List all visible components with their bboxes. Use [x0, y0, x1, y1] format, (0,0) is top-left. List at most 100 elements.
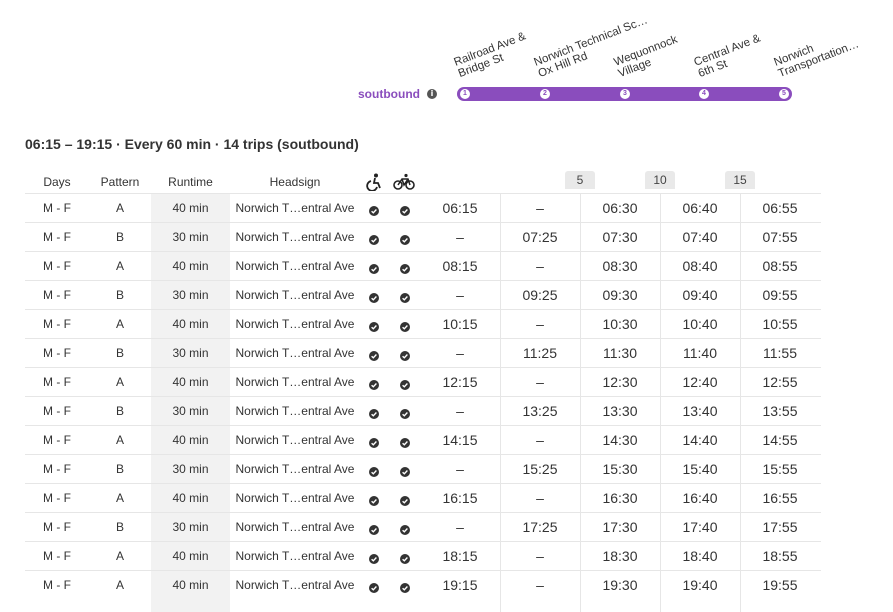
- time-cell: 06:55: [762, 200, 798, 216]
- pattern-cell: B: [115, 404, 124, 418]
- days-cell: M - F: [43, 520, 71, 534]
- schedule-summary: 06:15 – 19:15 · Every 60 min · 14 trips …: [25, 136, 359, 152]
- days-cell: M - F: [43, 259, 71, 273]
- bike-allowed-check-icon: [400, 522, 410, 535]
- time-cell: 13:40: [682, 403, 718, 419]
- days-cell: M - F: [43, 317, 71, 331]
- stop-label-5[interactable]: Norwich Transportation…: [772, 38, 861, 80]
- time-cell: –: [536, 374, 544, 390]
- wheelchair-accessible-check-icon: [369, 261, 379, 274]
- time-cell: 11:30: [603, 345, 637, 361]
- direction-label[interactable]: soutbound: [358, 87, 420, 101]
- headsign-cell: Norwich T…entral Ave: [235, 433, 355, 447]
- time-cell: 18:55: [762, 548, 798, 564]
- trip-row[interactable]: M - F A 40 min Norwich T…entral Ave 19:15 – 19…: [25, 570, 821, 599]
- stop-label-4[interactable]: Central Ave & 6th St: [692, 32, 763, 80]
- time-cell: 07:55: [762, 229, 798, 245]
- time-cell: 16:15: [442, 490, 478, 506]
- time-cell: 17:25: [522, 519, 558, 535]
- stop-dot-2[interactable]: 2: [540, 89, 550, 99]
- trip-row[interactable]: M - F A 40 min Norwich T…entral Ave 06:15 – 06…: [25, 193, 821, 222]
- headsign-cell: Norwich T…entral Ave: [235, 549, 355, 563]
- runtime-cell: 40 min: [172, 259, 209, 273]
- time-cell: –: [456, 229, 464, 245]
- time-cell: 16:40: [682, 490, 718, 506]
- time-cell: 06:15: [442, 200, 478, 216]
- time-cell: 19:15: [442, 577, 478, 593]
- trip-row[interactable]: M - F B 30 min Norwich T…entral Ave – 11:25 11…: [25, 338, 821, 367]
- time-cell: 12:15: [442, 374, 478, 390]
- stop-dot-1[interactable]: 1: [460, 89, 470, 99]
- wheelchair-accessible-check-icon: [369, 232, 379, 245]
- runtime-cell: 40 min: [172, 578, 209, 592]
- headsign-cell: Norwich T…entral Ave: [235, 230, 355, 244]
- stop-tick-10: 10: [645, 171, 675, 189]
- time-cell: 11:40: [683, 345, 717, 361]
- pattern-cell: B: [115, 462, 124, 476]
- info-icon[interactable]: i: [427, 89, 437, 99]
- trip-row[interactable]: M - F B 30 min Norwich T…entral Ave – 07:25 07…: [25, 222, 821, 251]
- days-cell: M - F: [43, 578, 71, 592]
- time-cell: 12:30: [602, 374, 638, 390]
- time-cell: 19:30: [602, 577, 638, 593]
- trip-row[interactable]: M - F A 40 min Norwich T…entral Ave 16:15 – 16…: [25, 483, 821, 512]
- wheelchair-icon: [366, 173, 381, 191]
- time-cell: 11:25: [523, 345, 557, 361]
- stop-dot-5[interactable]: 5: [779, 89, 789, 99]
- column-divider: [500, 193, 501, 612]
- time-cell: 18:15: [442, 548, 478, 564]
- pattern-cell: A: [115, 375, 124, 389]
- headsign-cell: Norwich T…entral Ave: [235, 491, 355, 505]
- stop-label-1[interactable]: Railroad Ave & Bridge St: [452, 30, 528, 80]
- headsign-cell: Norwich T…entral Ave: [235, 259, 355, 273]
- time-cell: 08:30: [602, 258, 638, 274]
- days-cell: M - F: [43, 346, 71, 360]
- days-cell: M - F: [43, 462, 71, 476]
- runtime-cell: 30 min: [172, 462, 209, 476]
- runtime-cell: 30 min: [172, 230, 209, 244]
- time-cell: 10:40: [682, 316, 718, 332]
- time-cell: –: [456, 345, 464, 361]
- days-cell: M - F: [43, 230, 71, 244]
- wheelchair-accessible-check-icon: [369, 203, 379, 216]
- pattern-cell: A: [115, 549, 124, 563]
- time-cell: 15:55: [762, 461, 798, 477]
- days-cell: M - F: [43, 433, 71, 447]
- wheelchair-accessible-check-icon: [369, 522, 379, 535]
- trip-row[interactable]: M - F B 30 min Norwich T…entral Ave – 17:25 17…: [25, 512, 821, 541]
- column-header-days: Days: [43, 175, 71, 189]
- headsign-cell: Norwich T…entral Ave: [235, 375, 355, 389]
- bike-allowed-check-icon: [400, 290, 410, 303]
- pattern-cell: B: [115, 288, 124, 302]
- pattern-cell: A: [115, 578, 124, 592]
- time-cell: 08:40: [682, 258, 718, 274]
- time-cell: –: [456, 519, 464, 535]
- time-cell: –: [536, 258, 544, 274]
- time-cell: 14:55: [762, 432, 798, 448]
- bike-allowed-check-icon: [400, 551, 410, 564]
- trip-row[interactable]: M - F A 40 min Norwich T…entral Ave 08:15 – 08…: [25, 251, 821, 280]
- stop-tick-5: 5: [565, 171, 595, 189]
- days-cell: M - F: [43, 375, 71, 389]
- time-cell: 08:15: [442, 258, 478, 274]
- trip-row[interactable]: M - F A 40 min Norwich T…entral Ave 10:15 – 10…: [25, 309, 821, 338]
- trip-row[interactable]: M - F A 40 min Norwich T…entral Ave 14:15 – 14…: [25, 425, 821, 454]
- pattern-cell: B: [115, 230, 124, 244]
- trip-row[interactable]: M - F B 30 min Norwich T…entral Ave – 09:25 09…: [25, 280, 821, 309]
- trip-row[interactable]: M - F B 30 min Norwich T…entral Ave – 13:25 13…: [25, 396, 821, 425]
- wheelchair-accessible-check-icon: [369, 551, 379, 564]
- trip-row[interactable]: M - F A 40 min Norwich T…entral Ave 12:15 – 12…: [25, 367, 821, 396]
- headsign-cell: Norwich T…entral Ave: [235, 520, 355, 534]
- column-header-runtime: Runtime: [168, 175, 213, 189]
- stop-dot-3[interactable]: 3: [620, 89, 630, 99]
- days-cell: M - F: [43, 288, 71, 302]
- days-cell: M - F: [43, 491, 71, 505]
- bike-allowed-check-icon: [400, 203, 410, 216]
- column-divider: [740, 193, 741, 612]
- time-cell: 10:15: [442, 316, 478, 332]
- pattern-cell: A: [115, 259, 124, 273]
- wheelchair-accessible-check-icon: [369, 319, 379, 332]
- trip-row[interactable]: M - F A 40 min Norwich T…entral Ave 18:15 – 18…: [25, 541, 821, 570]
- stop-dot-4[interactable]: 4: [699, 89, 709, 99]
- trip-row[interactable]: M - F B 30 min Norwich T…entral Ave – 15:25 15…: [25, 454, 821, 483]
